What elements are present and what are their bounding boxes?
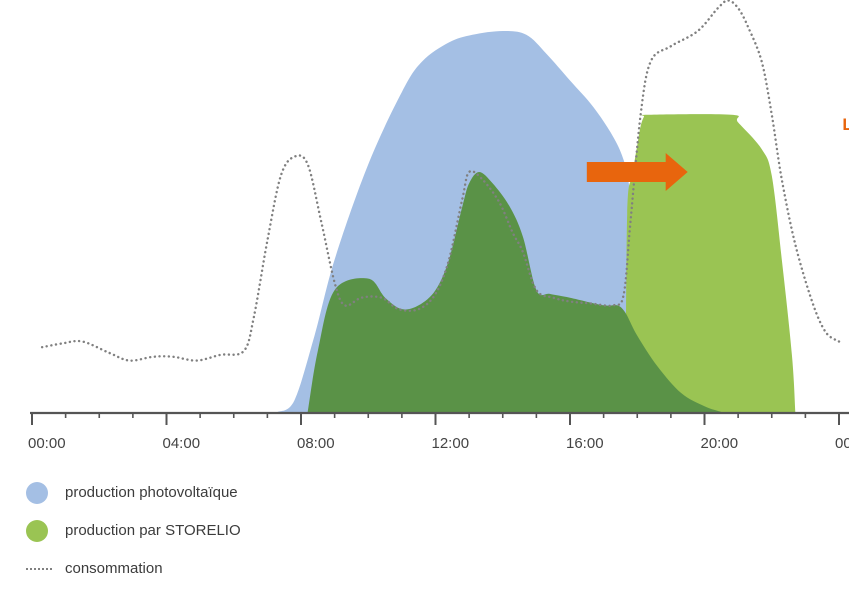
- x-tick-label: 00:00: [835, 435, 849, 452]
- x-tick-label: 00:00: [28, 435, 66, 452]
- x-tick-label: 04:00: [163, 435, 201, 452]
- legend-label-storelio: production par STORELIO: [65, 522, 241, 539]
- legend-swatch-storelio: [26, 520, 48, 542]
- legend-label-photovoltaic: production photovoltaïque: [65, 484, 238, 501]
- x-tick-label: 12:00: [432, 435, 470, 452]
- area-series-2: [307, 172, 722, 412]
- x-axis: 00:00 04:00 08:00 12:00 16:00 20:00 00:00: [28, 411, 849, 452]
- annotation-text-1: La: [842, 115, 849, 134]
- shift-arrow: [586, 152, 688, 191]
- x-tick-label: 08:00: [297, 435, 335, 452]
- line-consommation: [40, 0, 841, 362]
- legend-swatch-consumption: [26, 568, 52, 570]
- annotation-layer: Lac: [586, 115, 849, 191]
- legend-label-consumption: consommation: [65, 560, 163, 577]
- energy-chart: Lac 00:00 04:00 08:00 12:00 16:00 20:00 00:00: [28, 0, 849, 452]
- x-tick-label: 20:00: [701, 435, 739, 452]
- x-tick-label: 16:00: [566, 435, 604, 452]
- series-layer: [40, 0, 841, 413]
- legend-swatch-photovoltaic: [26, 482, 48, 504]
